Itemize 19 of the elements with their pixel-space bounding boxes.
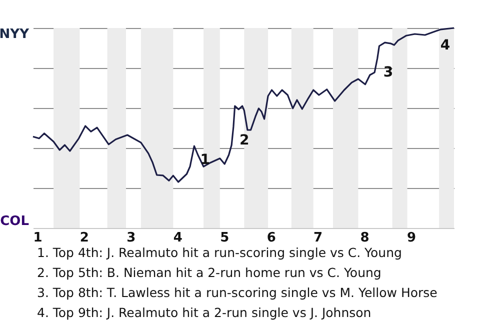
x-tick-label: 8	[360, 230, 370, 246]
text: 1. Top 4th: J. Realmuto hit a run-scoring single vs C. Young	[37, 245, 402, 260]
x-tick-label: 7	[314, 230, 323, 246]
annotation: 2	[239, 132, 250, 149]
annotation: 4	[440, 38, 450, 54]
x-tick-label: 5	[220, 230, 230, 246]
text: NYY	[0, 27, 30, 42]
x-tick-label: 9	[406, 230, 416, 246]
x-tick-label: 2	[80, 230, 89, 246]
annotation: 3	[383, 64, 394, 80]
x-tick-label: 3	[126, 230, 136, 246]
annotation: 1	[200, 152, 210, 168]
text: 4. Top 9th: J. Realmuto hit a 2-run single vs J. Johnson	[37, 305, 372, 320]
x-tick-label: 6	[266, 230, 276, 246]
text: 2. Top 5th: B. Nieman hit a 2-run home run vs C. Young	[37, 265, 382, 280]
x-tick-label: 1	[33, 230, 42, 246]
text: COL	[0, 214, 29, 229]
x-tick-label: 4	[173, 230, 182, 246]
text: 3. Top 8th: T. Lawless hit a run-scoring single vs M. Yellow Horse	[37, 285, 438, 300]
